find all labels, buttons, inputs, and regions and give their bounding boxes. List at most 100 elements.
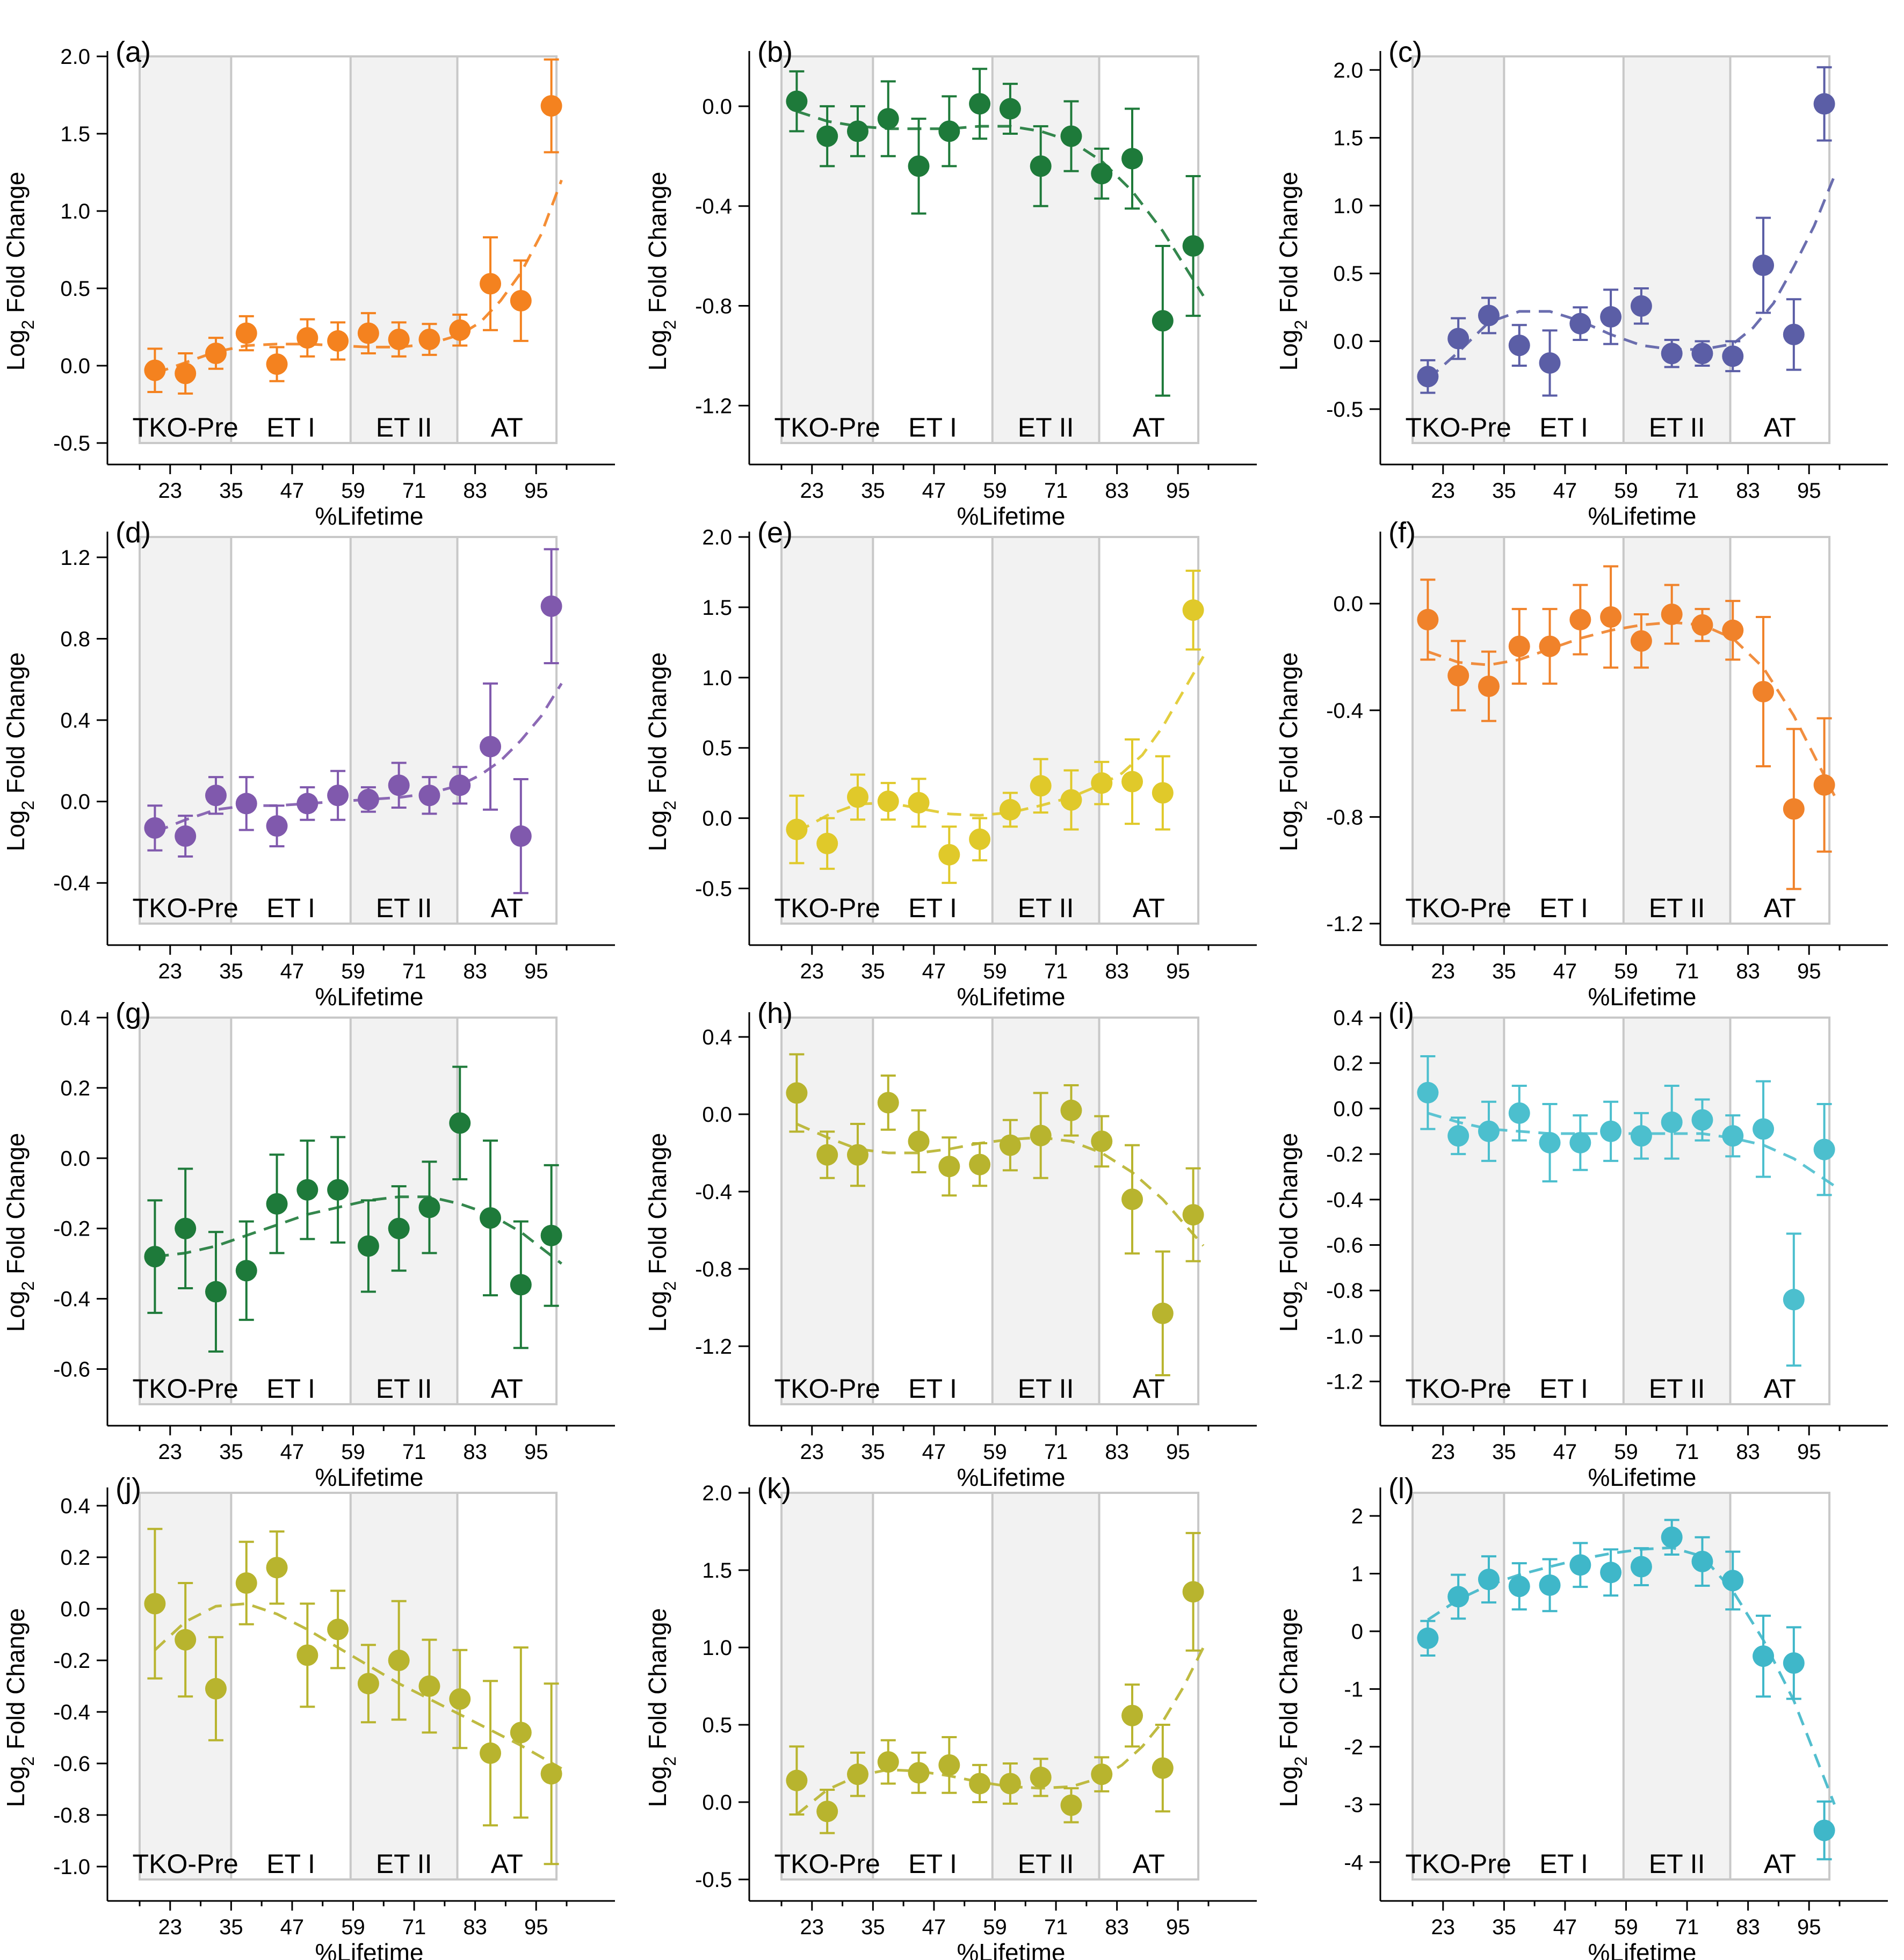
x-tick-label: 71	[402, 479, 426, 503]
stage-label: AT	[1764, 1849, 1796, 1879]
x-tick-label: 35	[219, 479, 243, 503]
x-axis-label: %Lifetime	[1588, 1939, 1697, 1960]
panel-d: 23 35 47 59 71 83 95 %Lifetime -0.4 0.0 0.4 0.8 1.2 L…	[2, 517, 615, 1011]
stage-label: ET I	[266, 1374, 315, 1404]
y-tick-label: 0	[1351, 1620, 1363, 1644]
x-tick-label: 83	[463, 1915, 487, 1939]
data-point	[296, 1644, 318, 1666]
data-point	[510, 290, 532, 312]
x-tick-label: 95	[524, 1440, 548, 1464]
x-tick-label: 23	[800, 1440, 824, 1464]
x-axis-label: %Lifetime	[315, 983, 424, 1011]
data-point	[144, 359, 166, 381]
y-tick-label: -0.2	[53, 1649, 90, 1673]
panel-i: 23 35 47 59 71 83 95 %Lifetime -1.2 -1.0 -0.8 -0.6 -…	[1275, 997, 1888, 1491]
data-point	[1060, 1794, 1082, 1816]
data-point	[908, 155, 930, 177]
x-tick-label: 23	[158, 479, 183, 503]
x-tick-label: 47	[280, 479, 305, 503]
x-tick-label: 71	[1044, 1915, 1068, 1939]
x-tick-label: 35	[1492, 960, 1516, 983]
stage-shade	[1623, 56, 1731, 443]
y-tick-label: -0.8	[1326, 1279, 1363, 1303]
stage-label: TKO-Pre	[1406, 412, 1511, 442]
data-point	[480, 273, 502, 295]
x-axis-label: %Lifetime	[315, 1463, 424, 1491]
y-tick-label: 0.0	[1333, 592, 1363, 616]
stage-label: ET II	[376, 1374, 432, 1404]
stage-shade	[1413, 1018, 1504, 1404]
x-tick-label: 23	[158, 1440, 183, 1464]
y-tick-label: -0.5	[53, 432, 90, 455]
stage-shade	[1413, 1493, 1504, 1879]
x-axis-label: %Lifetime	[1588, 502, 1697, 530]
y-axis-label: Log2 Fold Change	[2, 172, 38, 371]
stage-label: ET II	[376, 1849, 432, 1879]
data-point	[1417, 366, 1439, 388]
y-tick-label: -4	[1344, 1851, 1363, 1875]
y-tick-label: 0.0	[60, 1598, 90, 1621]
x-axis-label: %Lifetime	[315, 502, 424, 530]
data-point	[1783, 798, 1805, 820]
x-tick-label: 59	[983, 1915, 1007, 1939]
data-point	[205, 342, 227, 364]
x-tick-label: 95	[1797, 960, 1821, 983]
stage-label: AT	[1133, 1374, 1165, 1404]
data-point	[388, 329, 410, 351]
data-point	[540, 595, 562, 617]
stage-shade	[350, 56, 458, 443]
data-point	[510, 1722, 532, 1744]
stage-label: ET II	[1649, 893, 1705, 923]
panel-label: (c)	[1388, 36, 1422, 68]
x-tick-label: 59	[341, 960, 365, 983]
data-point	[175, 1217, 197, 1239]
panel-label: (k)	[757, 1472, 791, 1505]
x-tick-label: 83	[463, 479, 487, 503]
y-tick-label: 0.5	[702, 1714, 732, 1737]
stage-shade	[992, 1018, 1099, 1404]
data-point	[786, 1769, 808, 1791]
stage-label: AT	[1133, 1849, 1165, 1879]
y-tick-label: -0.2	[1326, 1143, 1363, 1166]
x-tick-label: 95	[1166, 960, 1190, 983]
data-point	[1600, 606, 1622, 628]
data-point	[1753, 681, 1775, 702]
data-point	[1447, 328, 1469, 350]
x-tick-label: 95	[524, 479, 548, 503]
stage-frame	[139, 55, 558, 444]
data-point	[1060, 789, 1082, 811]
data-point	[816, 125, 838, 147]
x-tick-label: 71	[1044, 479, 1068, 503]
stage-frame	[1411, 1017, 1831, 1405]
data-point	[1753, 1645, 1775, 1667]
y-tick-label: 0.4	[60, 1494, 90, 1518]
data-point	[1539, 1131, 1561, 1153]
data-point	[1813, 774, 1835, 796]
stage-label: TKO-Pre	[774, 412, 880, 442]
x-tick-label: 83	[1105, 960, 1129, 983]
data-point	[357, 1673, 379, 1695]
data-point	[175, 825, 197, 847]
data-point	[266, 815, 288, 837]
data-point	[1813, 1819, 1835, 1841]
stage-label: ET II	[1018, 1849, 1074, 1879]
data-point	[1121, 771, 1143, 793]
y-tick-label: -0.5	[695, 877, 732, 901]
data-point	[1091, 163, 1113, 185]
data-point	[266, 353, 288, 375]
x-tick-label: 95	[524, 1915, 548, 1939]
y-tick-label: 1.5	[702, 1559, 732, 1582]
x-tick-label: 47	[922, 960, 946, 983]
data-point	[1691, 343, 1713, 365]
y-tick-label: 1.5	[60, 122, 90, 146]
y-tick-label: 2.0	[60, 45, 90, 69]
y-axis-label: Log2 Fold Change	[1275, 172, 1311, 371]
data-point	[449, 1112, 471, 1134]
data-point	[1722, 345, 1744, 367]
x-axis-label: %Lifetime	[1588, 1463, 1697, 1491]
data-point	[1091, 1130, 1113, 1152]
data-point	[144, 1246, 166, 1268]
data-point	[969, 93, 991, 115]
data-point	[1182, 599, 1204, 621]
x-tick-label: 59	[1614, 479, 1638, 503]
